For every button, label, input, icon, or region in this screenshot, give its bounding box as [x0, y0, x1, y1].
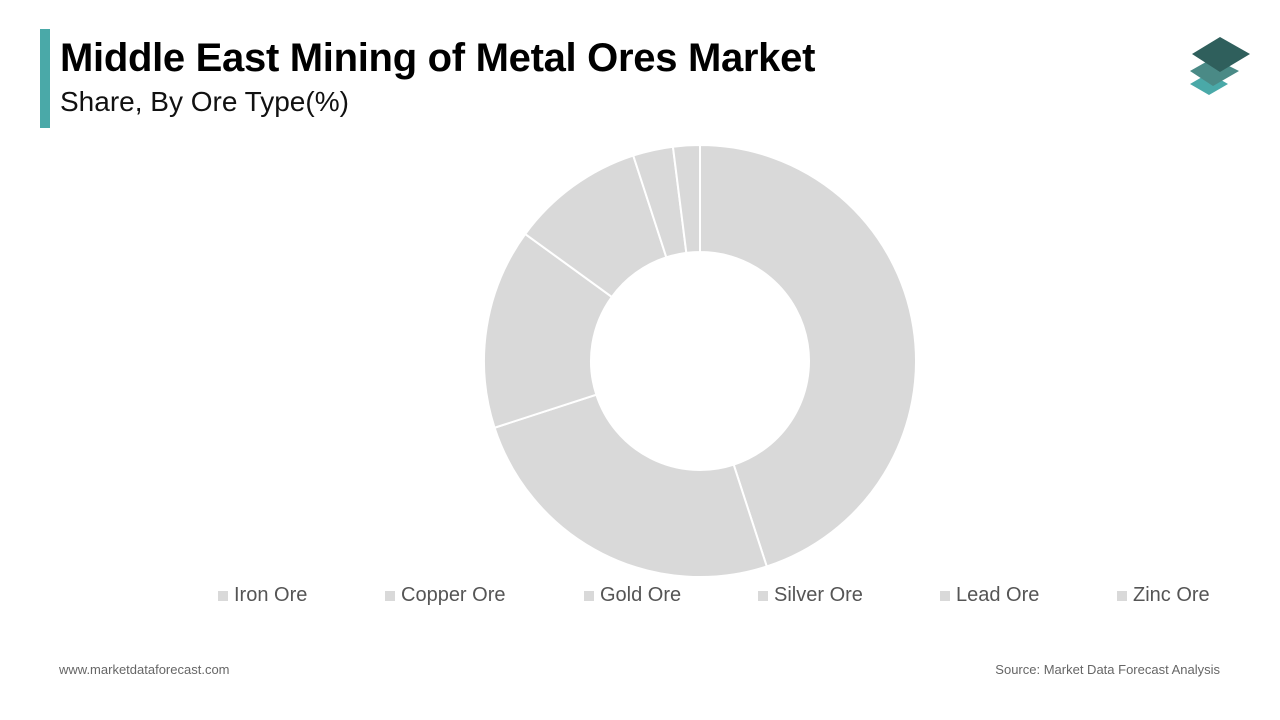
legend-label: Gold Ore [600, 584, 682, 606]
brand-logo-icon [1190, 37, 1250, 95]
title-accent-bar [40, 29, 50, 128]
legend-label: Zinc Ore [1133, 584, 1210, 606]
legend-swatch [218, 590, 228, 601]
donut-slices [483, 143, 917, 578]
footer-source: Source: Market Data Forecast Analysis [995, 662, 1220, 677]
legend-swatch [940, 590, 950, 601]
legend-swatch [758, 590, 768, 601]
footer-website: www.marketdataforecast.com [59, 662, 230, 677]
slice-gold-ore [483, 232, 614, 430]
legend-label: Iron Ore [234, 584, 308, 606]
legend-swatch [385, 590, 395, 601]
slice-copper-ore [493, 393, 769, 578]
legend-item-iron-ore: Iron Ore [218, 584, 307, 607]
legend-item-silver-ore: Silver Ore [758, 584, 863, 607]
legend-item-zinc-ore: Zinc Ore [1117, 584, 1210, 607]
chart-legend: Iron Ore Copper Ore Gold Ore Silver Ore … [0, 584, 1280, 610]
legend-item-copper-ore: Copper Ore [385, 584, 506, 607]
legend-label: Lead Ore [956, 584, 1040, 606]
legend-item-lead-ore: Lead Ore [940, 584, 1039, 607]
slice-zinc-ore [671, 143, 701, 254]
slice-iron-ore [699, 143, 917, 568]
page-title: Middle East Mining of Metal Ores Market [60, 36, 816, 80]
page-subtitle: Share, By Ore Type(%) [60, 86, 349, 117]
legend-item-gold-ore: Gold Ore [584, 584, 681, 607]
legend-swatch [1117, 590, 1127, 601]
logo-layer-top [1192, 37, 1250, 72]
legend-label: Silver Ore [774, 584, 863, 606]
legend-swatch [584, 590, 594, 601]
legend-label: Copper Ore [401, 584, 506, 606]
